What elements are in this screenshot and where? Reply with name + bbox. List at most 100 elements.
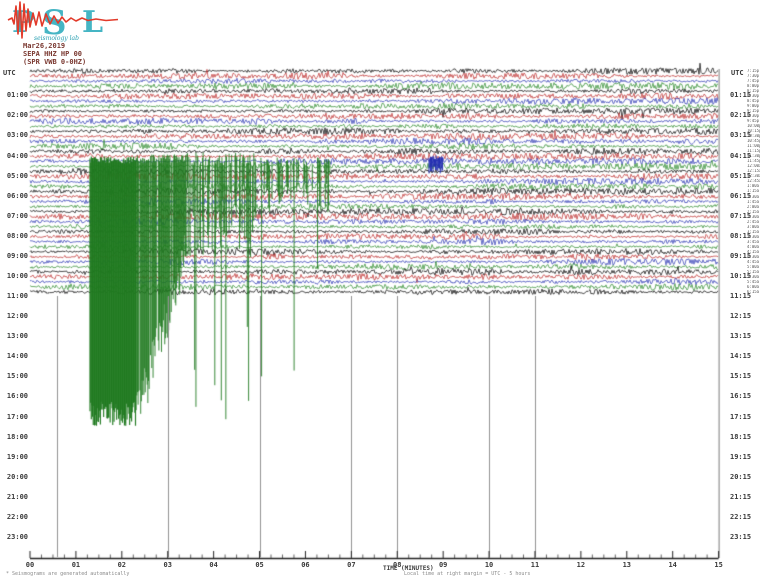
utc-label-right: UTC xyxy=(731,69,744,77)
local-time-label: 1:15a xyxy=(747,189,760,194)
hour-label-right: 01:15 xyxy=(730,91,752,100)
logo-letter-l: L xyxy=(82,5,103,40)
hour-label-right: 12:15 xyxy=(730,312,752,321)
footnote-left: * Seismograms are generated automaticall… xyxy=(6,571,130,577)
local-time-label: 2:15a xyxy=(747,209,760,214)
local-time-label: 5:15a xyxy=(747,269,760,274)
local-time-label: 12:15a xyxy=(747,169,760,174)
local-time-label: 2:45a xyxy=(747,219,760,224)
seismogram-wave-icon xyxy=(7,1,119,39)
hour-label-left: 22:00 xyxy=(6,512,28,521)
local-time-label: 11:30p xyxy=(747,154,760,159)
local-time-label: 8:15p xyxy=(747,89,760,94)
hour-label-right: 03:15 xyxy=(730,131,752,140)
logo-tagline: seismology lab xyxy=(34,35,79,42)
local-time-label: 1:45a xyxy=(747,199,760,204)
hour-label-right: 11:15 xyxy=(730,292,752,301)
x-tick-label: 14 xyxy=(668,561,677,569)
hour-label-left: 14:00 xyxy=(6,352,28,361)
hour-label-right: 16:15 xyxy=(730,392,752,401)
local-time-label: 4:45a xyxy=(747,259,760,264)
hour-label-left: 21:00 xyxy=(6,492,28,501)
hour-label-left: 18:00 xyxy=(6,432,28,441)
local-time-label: 11:15p xyxy=(747,149,760,154)
local-time-label: 6:00a xyxy=(747,284,760,289)
footnote-right: Local time at right margin = UTC - 5 hou… xyxy=(404,571,531,577)
local-time-label: 3:00a xyxy=(747,224,760,229)
local-time-label: 5:00a xyxy=(747,264,760,269)
local-time-label: 11:00p xyxy=(747,144,760,149)
local-time-label: 12:00a xyxy=(747,164,760,169)
x-tick-label: 04 xyxy=(209,561,218,569)
hour-label-left: 16:00 xyxy=(6,392,28,401)
hour-label-left: 10:00 xyxy=(6,272,28,280)
hour-label-left: 20:00 xyxy=(6,472,28,481)
local-time-label: 3:45a xyxy=(747,239,760,244)
local-time-label: 5:45a xyxy=(747,279,760,284)
local-time-label: 9:45p xyxy=(747,119,760,124)
local-time-label: 6:15a xyxy=(747,289,760,294)
x-tick-label: 10 xyxy=(484,561,494,569)
hour-label-left: 05:00 xyxy=(6,171,28,180)
hour-label-right: 08:15 xyxy=(730,231,752,240)
local-time-label: 1:00a xyxy=(747,184,760,189)
header-station: SEPA HHZ HP 00 xyxy=(23,50,83,58)
x-tick-label: 15 xyxy=(714,561,723,569)
hour-label-right: 15:15 xyxy=(730,372,752,381)
hour-label-right: 23:15 xyxy=(730,533,752,542)
hour-label-left: 23:00 xyxy=(6,533,28,542)
hour-label-right: 21:15 xyxy=(730,492,752,501)
local-time-label: 7:30p xyxy=(747,74,760,79)
hour-label-left: 13:00 xyxy=(6,332,28,341)
hour-label-right: 17:15 xyxy=(730,412,752,421)
x-tick-label: 11 xyxy=(530,561,540,569)
hour-label-left: 03:00 xyxy=(6,131,28,140)
local-time-label: 4:15a xyxy=(747,249,760,254)
x-tick-label: 01 xyxy=(71,561,81,569)
local-time-label: 2:30a xyxy=(747,214,760,219)
x-tick-label: 12 xyxy=(576,561,586,569)
x-tick-label: 07 xyxy=(347,561,356,569)
hour-label-left: 04:00 xyxy=(6,151,28,160)
hour-label-left: 09:00 xyxy=(6,251,28,260)
utc-label-left: UTC xyxy=(3,69,16,77)
logo-letter-s: S xyxy=(42,3,67,43)
x-tick-label: 08 xyxy=(393,561,402,569)
x-tick-label: 09 xyxy=(438,561,448,569)
x-axis-title: TIME (MINUTES) xyxy=(383,565,434,572)
local-time-label: 10:30p xyxy=(747,134,760,139)
x-tick-label: 02 xyxy=(117,561,127,569)
local-time-label: 12:45a xyxy=(747,179,760,184)
hour-label-right: 05:15 xyxy=(730,171,752,180)
hour-label-left: 08:00 xyxy=(6,231,28,240)
hour-label-right: 04:15 xyxy=(730,151,752,160)
local-time-label: 10:15p xyxy=(747,129,760,134)
local-time-label: 4:00a xyxy=(747,244,760,249)
x-tick-label: 06 xyxy=(301,561,310,569)
hour-label-left: 15:00 xyxy=(6,372,28,381)
hour-label-left: 11:00 xyxy=(6,292,28,301)
local-time-label: 8:45p xyxy=(747,99,760,104)
local-time-label: 9:00p xyxy=(747,104,760,109)
header-date: Mar26,2019 xyxy=(23,42,66,50)
seismology-lab-logo: P S L seismology lab xyxy=(7,1,119,43)
hour-label-left: 12:00 xyxy=(6,312,28,321)
local-time-label: 8:30p xyxy=(747,94,760,99)
local-time-label: 12:30a xyxy=(747,174,760,179)
hour-label-left: 07:00 xyxy=(6,211,28,220)
hour-label-left: 17:00 xyxy=(6,412,28,421)
x-tick-label: 13 xyxy=(622,561,631,569)
local-time-label: 10:00p xyxy=(747,124,760,129)
hour-label-right: 07:15 xyxy=(730,211,752,220)
local-time-label: 4:30a xyxy=(747,254,760,259)
local-time-label: 11:45p xyxy=(747,159,760,164)
hour-label-right: 22:15 xyxy=(730,512,752,521)
hour-label-right: 09:15 xyxy=(730,251,752,260)
local-time-label: 7:45p xyxy=(747,79,760,84)
hour-label-right: 10:15 xyxy=(730,272,752,280)
local-time-label: 3:15a xyxy=(747,229,760,234)
local-time-label: 1:30a xyxy=(747,194,760,199)
hour-label-right: 19:15 xyxy=(730,452,752,461)
